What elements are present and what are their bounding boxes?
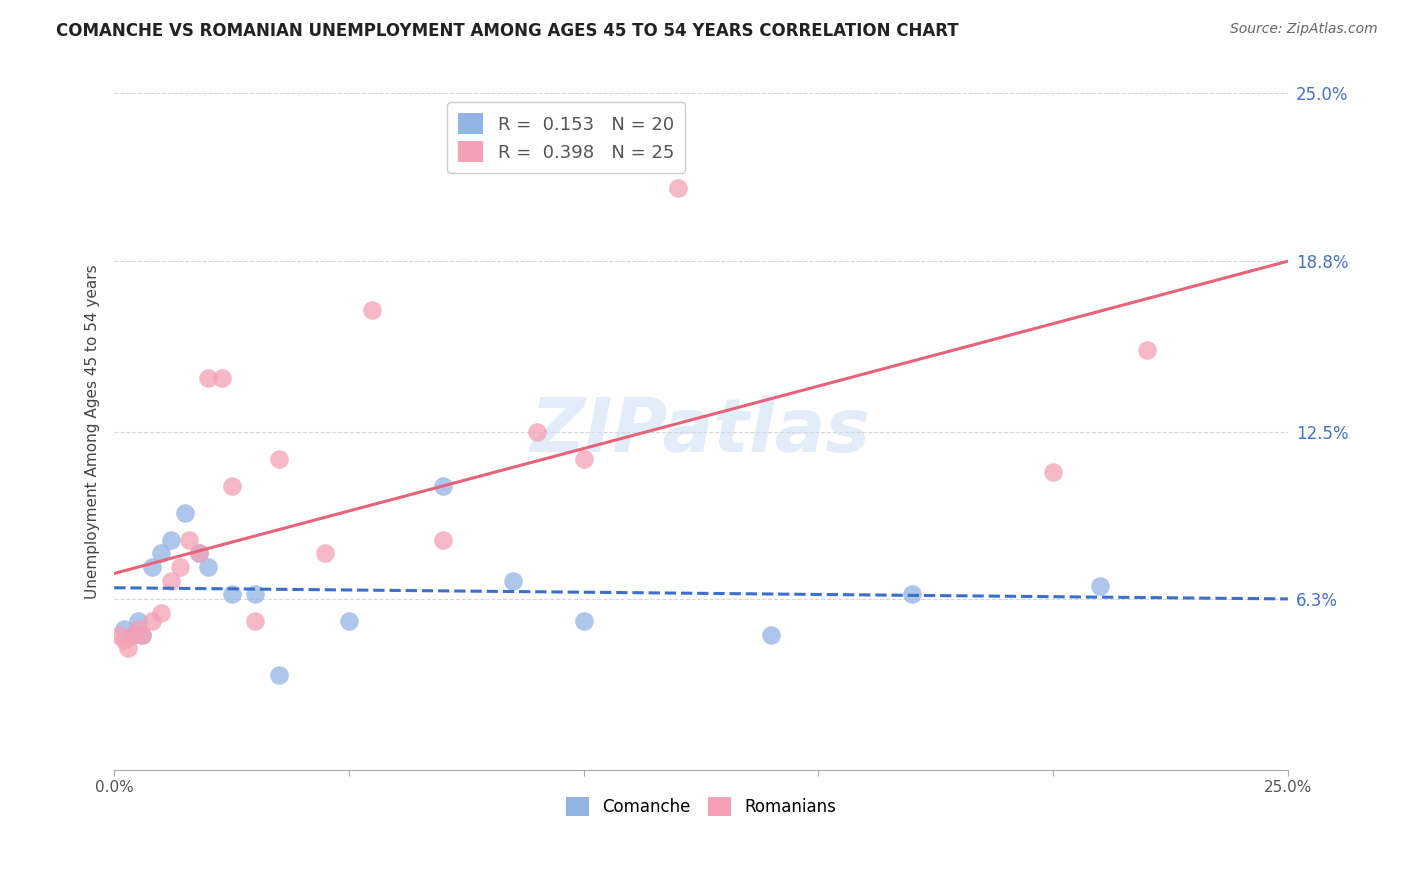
Point — [127, 614, 149, 628]
Text: COMANCHE VS ROMANIAN UNEMPLOYMENT AMONG AGES 45 TO 54 YEARS CORRELATION CHART: COMANCHE VS ROMANIAN UNEMPLOYMENT AMONG … — [56, 22, 959, 40]
Point — [187, 546, 209, 560]
Point — [761, 628, 783, 642]
Point — [108, 628, 131, 642]
Point — [432, 533, 454, 547]
Point — [122, 628, 145, 642]
Point — [112, 633, 135, 648]
Point — [221, 587, 243, 601]
Point — [141, 614, 163, 628]
Point — [187, 546, 209, 560]
Point — [901, 587, 924, 601]
Point — [361, 302, 384, 317]
Point — [122, 628, 145, 642]
Point — [314, 546, 336, 560]
Text: Source: ZipAtlas.com: Source: ZipAtlas.com — [1230, 22, 1378, 37]
Point — [243, 614, 266, 628]
Point — [1042, 465, 1064, 479]
Point — [150, 546, 173, 560]
Point — [572, 614, 595, 628]
Point — [159, 533, 181, 547]
Text: ZIPatlas: ZIPatlas — [531, 395, 872, 468]
Point — [173, 506, 195, 520]
Point — [267, 668, 290, 682]
Point — [211, 370, 233, 384]
Point — [502, 574, 524, 588]
Point — [112, 622, 135, 636]
Point — [159, 574, 181, 588]
Point — [666, 181, 689, 195]
Point — [243, 587, 266, 601]
Point — [432, 479, 454, 493]
Point — [131, 628, 153, 642]
Point — [141, 560, 163, 574]
Point — [1088, 579, 1111, 593]
Point — [117, 641, 139, 656]
Point — [197, 560, 219, 574]
Point — [127, 622, 149, 636]
Point — [131, 628, 153, 642]
Point — [267, 451, 290, 466]
Point — [572, 451, 595, 466]
Point — [526, 425, 548, 439]
Point — [1136, 343, 1159, 358]
Y-axis label: Unemployment Among Ages 45 to 54 years: Unemployment Among Ages 45 to 54 years — [86, 264, 100, 599]
Point — [337, 614, 360, 628]
Point — [179, 533, 201, 547]
Point — [169, 560, 191, 574]
Point — [150, 606, 173, 620]
Legend: Comanche, Romanians: Comanche, Romanians — [560, 790, 842, 822]
Point — [221, 479, 243, 493]
Point — [197, 370, 219, 384]
